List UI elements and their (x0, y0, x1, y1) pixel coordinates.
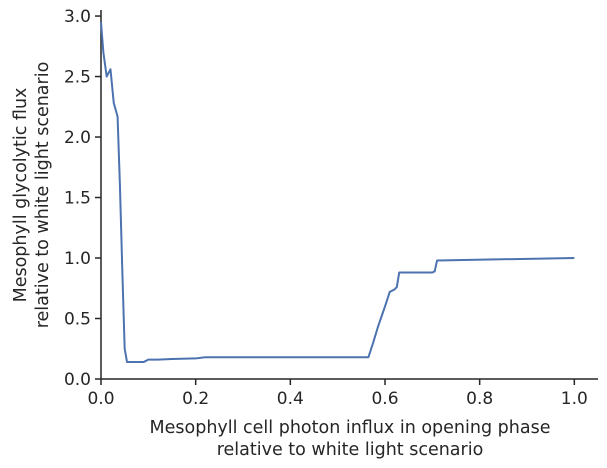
y-tick-label: 0.0 (64, 370, 91, 390)
y-tick-label: 0.5 (64, 310, 91, 330)
series-line (100, 22, 575, 364)
x-tick-label: 0.4 (277, 389, 304, 409)
x-tick-label: 0.2 (182, 389, 209, 409)
y-tick-label: 3.0 (64, 7, 91, 27)
y-axis-ticks: 0.0 0.5 1.0 1.5 2.0 2.5 3.0 (64, 7, 101, 390)
x-axis-label-line1: Mesophyll cell photon influx in opening … (150, 418, 551, 438)
x-axis-label-line2: relative to white light scenario (217, 440, 484, 460)
y-tick-label: 2.0 (64, 128, 91, 148)
y-tick-label: 1.5 (64, 189, 91, 209)
y-axis-label-line1: Mesophyll glycolytic flux (11, 88, 31, 303)
x-tick-label: 0.8 (466, 389, 493, 409)
y-tick-label: 1.0 (64, 249, 91, 269)
y-tick-label: 2.5 (64, 68, 91, 88)
x-tick-label: 0.0 (87, 389, 114, 409)
plot-area: 0.0 0.2 0.4 0.6 0.8 1.0 0.0 0.5 1.0 1.5 2.0 2.5 3.0 (64, 7, 598, 409)
x-tick-label: 1.0 (561, 389, 588, 409)
x-tick-label: 0.6 (371, 389, 398, 409)
y-axis-label-line2: relative to white light scenario (33, 62, 53, 329)
x-axis-ticks: 0.0 0.2 0.4 0.6 0.8 1.0 (87, 379, 588, 409)
